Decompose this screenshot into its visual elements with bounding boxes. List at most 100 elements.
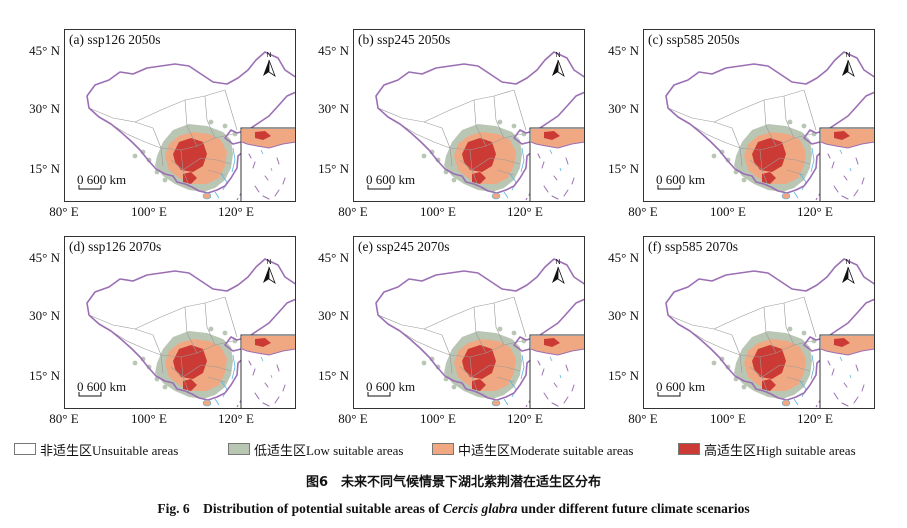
china-landmass — [376, 259, 584, 400]
longitude-tick-label: 120° E — [507, 411, 543, 426]
low-suitable-speck — [222, 123, 228, 129]
low-suitable-speck — [787, 326, 793, 332]
low-suitable-speck — [451, 384, 457, 390]
water-line — [231, 354, 236, 380]
latitude-tick-label: 45° N — [29, 43, 60, 58]
legend-label-unsuitable: 非适生区Unsuitable areas — [40, 443, 179, 458]
latitude-tick-label: 45° N — [318, 250, 349, 265]
province-boundary — [779, 364, 811, 372]
latitude-tick-label: 15° N — [29, 161, 60, 176]
low-suitable-speck — [162, 384, 168, 390]
low-suitable-speck — [787, 119, 793, 125]
national-border — [375, 258, 584, 401]
province-boundary — [399, 123, 451, 149]
legend-swatch-low — [228, 443, 250, 455]
caption-en-suffix: under different future climate scenarios — [517, 501, 750, 516]
high-suitable-region — [462, 345, 496, 379]
low-suitable-speck — [711, 360, 717, 366]
province-boundary — [763, 306, 777, 354]
province-boundary — [170, 364, 202, 378]
latitude-tick-label: 30° N — [318, 308, 349, 323]
high-suitable-region — [183, 172, 197, 184]
province-boundary — [489, 364, 521, 372]
province-boundary — [783, 302, 795, 346]
latitude-tick-label: 15° N — [608, 368, 639, 383]
latitude-tick-label: 45° N — [318, 43, 349, 58]
inset-map — [529, 334, 584, 408]
national-border — [375, 51, 584, 194]
latitude-tick-label: 45° N — [608, 250, 639, 265]
china-map — [86, 258, 295, 408]
hainan-island — [491, 192, 501, 200]
latitude-tick-label: 45° N — [608, 43, 639, 58]
low-suitable-speck — [132, 360, 138, 366]
province-boundary — [200, 157, 232, 165]
water-line — [503, 398, 509, 406]
water-line — [799, 380, 807, 398]
water-line — [509, 380, 517, 398]
panel-label: (c) ssp585 2050s — [648, 32, 740, 47]
high-suitable-region — [752, 345, 786, 379]
high-suitable-region — [472, 379, 486, 391]
province-boundary — [204, 95, 216, 139]
svg-text:N: N — [555, 259, 560, 266]
province-boundary — [496, 376, 515, 383]
longitude-tick-label: 100° E — [131, 411, 167, 426]
panel-label: (f) ssp585 2070s — [648, 239, 738, 254]
panel-label: (a) ssp126 2050s — [69, 32, 161, 47]
latitude-tick-label: 30° N — [29, 101, 60, 116]
province-boundary — [224, 296, 238, 338]
high-suitable-region — [183, 379, 197, 391]
china-map — [665, 258, 874, 408]
latitude-tick-label: 15° N — [318, 368, 349, 383]
province-boundary — [749, 157, 781, 171]
water-line — [220, 380, 228, 398]
latitude-tick-label: 30° N — [29, 308, 60, 323]
low-suitable-speck — [222, 330, 228, 336]
inset-map — [240, 334, 295, 408]
province-boundary — [459, 364, 491, 378]
caption-en-prefix: Fig. 6 Distribution of potential suitabl… — [157, 501, 443, 516]
high-suitable-region — [173, 138, 207, 172]
scale-bar-label: 0 600 km — [656, 172, 706, 187]
province-boundary — [786, 376, 805, 383]
china-map — [375, 258, 584, 408]
province-boundary — [689, 123, 741, 149]
latitude-tick-label: 15° N — [29, 368, 60, 383]
north-arrow-icon: N — [842, 52, 855, 78]
hainan-island — [491, 399, 501, 407]
longitude-tick-label: 120° E — [507, 204, 543, 219]
map-panel: N (e) ssp245 2070s 0 600 km — [353, 236, 585, 409]
scale-bar — [657, 392, 681, 397]
longitude-tick-label: 80° E — [628, 411, 658, 426]
high-suitable-region — [462, 138, 496, 172]
china-landmass — [666, 52, 874, 193]
north-arrow-icon: N — [842, 259, 855, 285]
low-suitable-speck — [421, 360, 427, 366]
svg-text:N: N — [845, 259, 850, 266]
longitude-tick-label: 100° E — [710, 204, 746, 219]
inset-map — [529, 127, 584, 201]
province-boundary — [783, 95, 795, 139]
latitude-tick-label: 15° N — [318, 161, 349, 176]
province-boundary — [763, 99, 777, 147]
province-boundary — [473, 306, 487, 354]
china-landmass — [87, 259, 295, 400]
svg-text:N: N — [266, 52, 271, 59]
national-border — [86, 51, 295, 194]
longitude-tick-label: 100° E — [710, 411, 746, 426]
china-landmass — [376, 52, 584, 193]
province-boundary — [110, 123, 162, 149]
national-border — [665, 51, 874, 194]
water-line — [520, 147, 525, 173]
latitude-tick-label: 30° N — [318, 101, 349, 116]
province-boundary — [493, 95, 505, 139]
province-boundary — [489, 157, 521, 165]
province-boundary — [399, 330, 451, 356]
province-boundary — [779, 157, 811, 165]
water-line — [214, 191, 220, 199]
province-boundary — [689, 330, 741, 356]
national-border — [86, 258, 295, 401]
low-suitable-speck — [208, 119, 214, 125]
low-suitable-speck — [132, 153, 138, 159]
